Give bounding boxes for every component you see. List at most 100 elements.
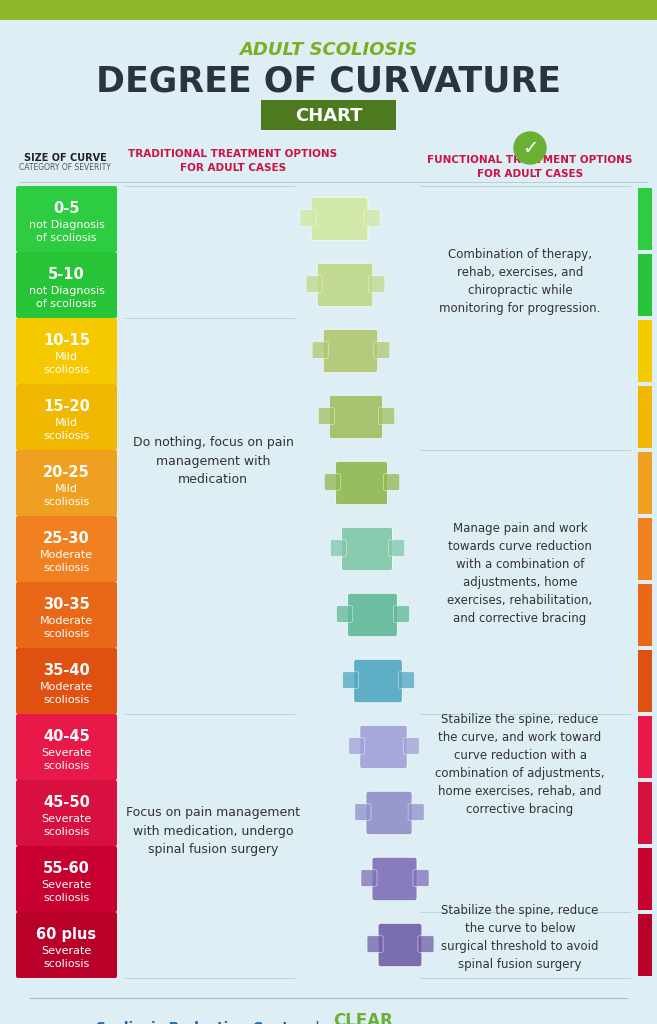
- Bar: [638, 848, 652, 910]
- FancyBboxPatch shape: [418, 936, 434, 952]
- FancyBboxPatch shape: [366, 792, 412, 835]
- Text: 35-40: 35-40: [43, 663, 90, 678]
- Bar: [638, 386, 652, 449]
- Text: Scoliosis Reduction Center  |: Scoliosis Reduction Center |: [97, 1021, 321, 1024]
- FancyBboxPatch shape: [378, 924, 422, 967]
- Text: Severate: Severate: [41, 749, 91, 758]
- Text: Mild: Mild: [55, 352, 78, 362]
- Bar: [638, 716, 652, 778]
- Text: scoliosis: scoliosis: [43, 365, 89, 375]
- Text: Mild: Mild: [55, 418, 78, 428]
- FancyBboxPatch shape: [317, 263, 373, 307]
- FancyBboxPatch shape: [306, 275, 322, 292]
- Text: TRADITIONAL TREATMENT OPTIONS
FOR ADULT CASES: TRADITIONAL TREATMENT OPTIONS FOR ADULT …: [128, 150, 338, 173]
- Text: 45-50: 45-50: [43, 795, 90, 810]
- FancyBboxPatch shape: [398, 672, 415, 688]
- Text: 25-30: 25-30: [43, 531, 90, 546]
- FancyBboxPatch shape: [325, 474, 340, 490]
- Bar: [638, 914, 652, 976]
- Text: Do nothing, focus on pain
management with
medication: Do nothing, focus on pain management wit…: [133, 436, 294, 486]
- Text: scoliosis: scoliosis: [43, 629, 89, 639]
- Text: CHART: CHART: [295, 106, 362, 125]
- Text: 20-25: 20-25: [43, 465, 90, 480]
- Text: not Diagnosis: not Diagnosis: [28, 286, 104, 296]
- FancyBboxPatch shape: [336, 461, 388, 505]
- FancyBboxPatch shape: [355, 804, 371, 820]
- Text: scoliosis: scoliosis: [43, 958, 89, 969]
- FancyBboxPatch shape: [16, 912, 117, 978]
- FancyBboxPatch shape: [394, 606, 409, 623]
- Text: FUNCTIONAL TREATMENT OPTIONS
FOR ADULT CASES: FUNCTIONAL TREATMENT OPTIONS FOR ADULT C…: [427, 156, 633, 178]
- Text: DEGREE OF CURVATURE: DEGREE OF CURVATURE: [96, 65, 561, 99]
- Text: scoliosis: scoliosis: [43, 562, 89, 572]
- FancyBboxPatch shape: [330, 540, 346, 556]
- Text: 10-15: 10-15: [43, 333, 90, 348]
- FancyBboxPatch shape: [312, 342, 328, 358]
- Bar: [638, 584, 652, 646]
- Bar: [0, 0, 657, 20]
- Text: 55-60: 55-60: [43, 861, 90, 876]
- Bar: [638, 452, 652, 514]
- Text: 40-45: 40-45: [43, 729, 90, 744]
- FancyBboxPatch shape: [16, 450, 117, 516]
- Bar: [638, 650, 652, 712]
- Text: Moderate: Moderate: [40, 616, 93, 627]
- FancyBboxPatch shape: [16, 516, 117, 582]
- FancyBboxPatch shape: [343, 672, 359, 688]
- Text: 30-35: 30-35: [43, 597, 90, 612]
- Text: scoliosis: scoliosis: [43, 431, 89, 440]
- Text: 15-20: 15-20: [43, 399, 90, 414]
- Bar: [638, 319, 652, 382]
- FancyBboxPatch shape: [408, 804, 424, 820]
- Circle shape: [514, 132, 546, 164]
- Text: Mild: Mild: [55, 484, 78, 495]
- FancyBboxPatch shape: [367, 936, 383, 952]
- Text: scoliosis: scoliosis: [43, 893, 89, 902]
- FancyBboxPatch shape: [16, 186, 117, 252]
- FancyBboxPatch shape: [353, 659, 402, 702]
- Bar: [638, 254, 652, 316]
- FancyBboxPatch shape: [16, 714, 117, 780]
- Text: Stabilize the spine, reduce
the curve, and work toward
curve reduction with a
co: Stabilize the spine, reduce the curve, a…: [435, 713, 604, 816]
- FancyBboxPatch shape: [361, 869, 377, 886]
- Text: of scoliosis: of scoliosis: [36, 299, 97, 308]
- Text: CLEAR: CLEAR: [334, 1012, 394, 1024]
- FancyBboxPatch shape: [336, 606, 353, 623]
- Text: not Diagnosis: not Diagnosis: [28, 220, 104, 230]
- FancyBboxPatch shape: [300, 210, 316, 226]
- Bar: [638, 518, 652, 580]
- Text: scoliosis: scoliosis: [43, 694, 89, 705]
- Text: 5-10: 5-10: [48, 267, 85, 282]
- Text: CATEGORY OF SEVERITY: CATEGORY OF SEVERITY: [19, 164, 111, 172]
- FancyBboxPatch shape: [16, 780, 117, 846]
- Text: Severate: Severate: [41, 814, 91, 824]
- Text: Combination of therapy,
rehab, exercises, and
chiropractic while
monitoring for : Combination of therapy, rehab, exercises…: [440, 248, 600, 315]
- FancyBboxPatch shape: [329, 395, 382, 438]
- Text: SIZE OF CURVE: SIZE OF CURVE: [24, 153, 106, 163]
- Text: scoliosis: scoliosis: [43, 761, 89, 771]
- FancyBboxPatch shape: [16, 582, 117, 648]
- FancyBboxPatch shape: [348, 593, 397, 637]
- FancyBboxPatch shape: [311, 198, 368, 241]
- Text: Focus on pain management
with medication, undergo
spinal fusion surgery: Focus on pain management with medication…: [126, 806, 300, 856]
- Text: ✓: ✓: [522, 139, 538, 159]
- FancyBboxPatch shape: [403, 738, 419, 755]
- FancyBboxPatch shape: [16, 648, 117, 714]
- Bar: [261, 100, 396, 130]
- FancyBboxPatch shape: [349, 738, 365, 755]
- FancyBboxPatch shape: [388, 540, 405, 556]
- FancyBboxPatch shape: [369, 275, 385, 292]
- FancyBboxPatch shape: [364, 210, 380, 226]
- FancyBboxPatch shape: [16, 252, 117, 318]
- FancyBboxPatch shape: [323, 330, 378, 373]
- FancyBboxPatch shape: [360, 725, 407, 769]
- Text: Moderate: Moderate: [40, 682, 93, 692]
- Text: scoliosis: scoliosis: [43, 497, 89, 507]
- Text: Severate: Severate: [41, 881, 91, 890]
- Text: of scoliosis: of scoliosis: [36, 232, 97, 243]
- Text: Severate: Severate: [41, 946, 91, 956]
- FancyBboxPatch shape: [16, 384, 117, 450]
- Text: Stabilize the spine, reduce
the curve to below
surgical threshold to avoid
spina: Stabilize the spine, reduce the curve to…: [442, 904, 599, 971]
- FancyBboxPatch shape: [372, 857, 417, 901]
- FancyBboxPatch shape: [413, 869, 429, 886]
